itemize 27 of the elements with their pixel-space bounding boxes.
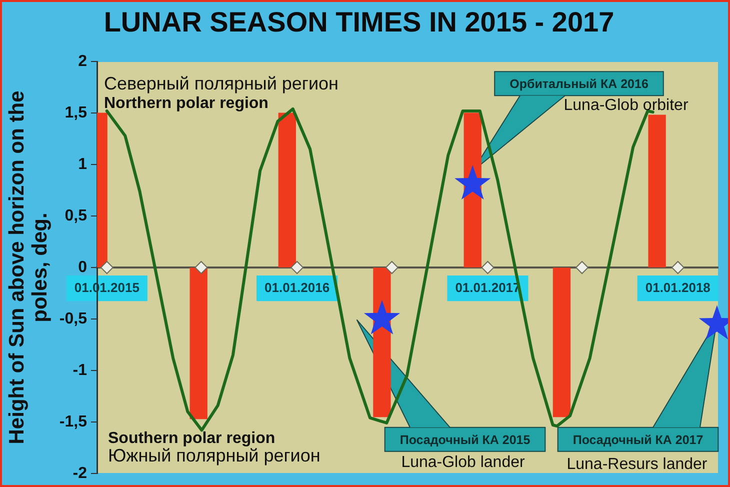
- y-tick-label: 1: [78, 156, 88, 173]
- annotation: Орбитальный КА 2016: [510, 77, 648, 92]
- y-tick-label: -0,5: [59, 310, 88, 328]
- annotation: Посадочный КА 2017: [572, 432, 704, 447]
- annotation: Luna-Glob lander: [401, 454, 526, 471]
- y-tick-label: 0: [78, 258, 88, 276]
- annotation: Southern polar region: [108, 430, 276, 447]
- chart-title: LUNAR SEASON TIMES IN 2015 - 2017: [104, 6, 614, 38]
- bar: [278, 112, 296, 268]
- bar: [190, 268, 208, 420]
- y-tick-label: 0,5: [64, 207, 88, 224]
- bar: [552, 268, 571, 418]
- y-tick-label: -1,5: [59, 413, 88, 430]
- x-tick-label: 01.01.2018: [645, 280, 710, 295]
- annotation: Northern polar region: [104, 95, 268, 112]
- y-tick-label: -1: [72, 362, 88, 379]
- annotation: Посадочный КА 2015: [400, 432, 530, 447]
- y-axis-title: Height of Sun above horizon on the poles, deg.: [5, 90, 52, 444]
- annotation: Южный полярный регион: [108, 445, 320, 466]
- y-tick-label: 2: [78, 53, 88, 70]
- annotation: Luna-Resurs lander: [566, 456, 708, 473]
- y-tick-label: 1,5: [64, 104, 88, 122]
- annotation: Северный полярный регион: [104, 74, 338, 94]
- x-tick-label: 01.01.2016: [264, 280, 330, 295]
- bar: [648, 114, 666, 268]
- annotation: Luna-Glob orbiter: [564, 97, 689, 114]
- y-tick-label: -2: [72, 464, 88, 482]
